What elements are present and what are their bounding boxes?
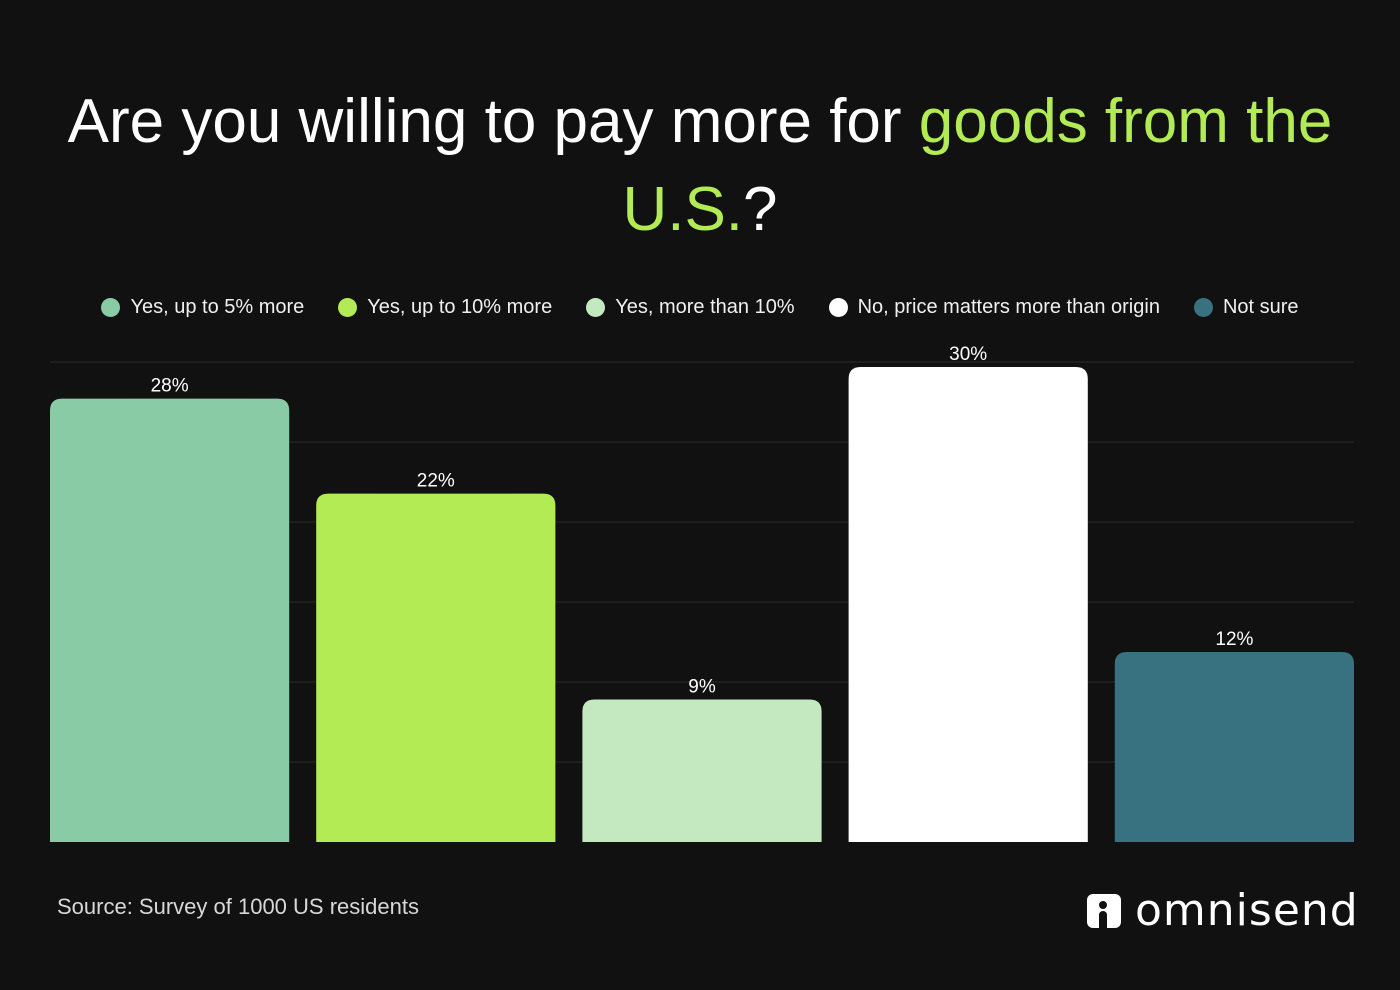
data-label: 9% [688, 677, 716, 698]
legend-dot-icon [586, 298, 606, 317]
data-label: 22% [417, 471, 455, 492]
source-note: Source: Survey of 1000 US residents [57, 894, 419, 919]
title-highlight: goods from the U.S. [622, 87, 1333, 244]
data-label: 30% [949, 344, 987, 365]
data-label: 28% [151, 376, 189, 397]
legend-dot-icon [1193, 298, 1213, 317]
omnisend-logo: omnisend [1087, 885, 1359, 936]
legend-label: Yes, more than 10% [615, 296, 795, 318]
legend-item: Yes, up to 10% more [338, 296, 552, 319]
legend-item: No, price matters more than origin [828, 296, 1160, 319]
title-suffix: ? [743, 175, 778, 244]
legend-label: Not sure [1222, 296, 1299, 318]
legend-item: Yes, up to 5% more [101, 296, 304, 319]
logo-text: omnisend [1135, 885, 1359, 936]
legend-label: Yes, up to 10% more [367, 296, 553, 318]
bar [50, 398, 290, 842]
legend-dot-icon [101, 298, 121, 317]
bar [1114, 652, 1354, 842]
data-label: 12% [1215, 629, 1253, 650]
chart-title: Are you willing to pay more for goods fr… [60, 78, 1340, 254]
legend-label: No, price matters more than origin [857, 296, 1160, 318]
title-text: Are you willing to pay more for [67, 87, 919, 156]
bar [848, 367, 1088, 842]
legend-dot-icon [828, 298, 848, 317]
bar [582, 699, 822, 842]
bar [316, 493, 556, 842]
legend: Yes, up to 5% more Yes, up to 10% more Yes… [0, 296, 1400, 319]
legend-item: Not sure [1193, 296, 1299, 319]
legend-dot-icon [338, 298, 358, 317]
omnisend-logo-icon [1087, 893, 1121, 928]
legend-item: Yes, more than 10% [586, 296, 795, 319]
legend-label: Yes, up to 5% more [130, 296, 305, 318]
